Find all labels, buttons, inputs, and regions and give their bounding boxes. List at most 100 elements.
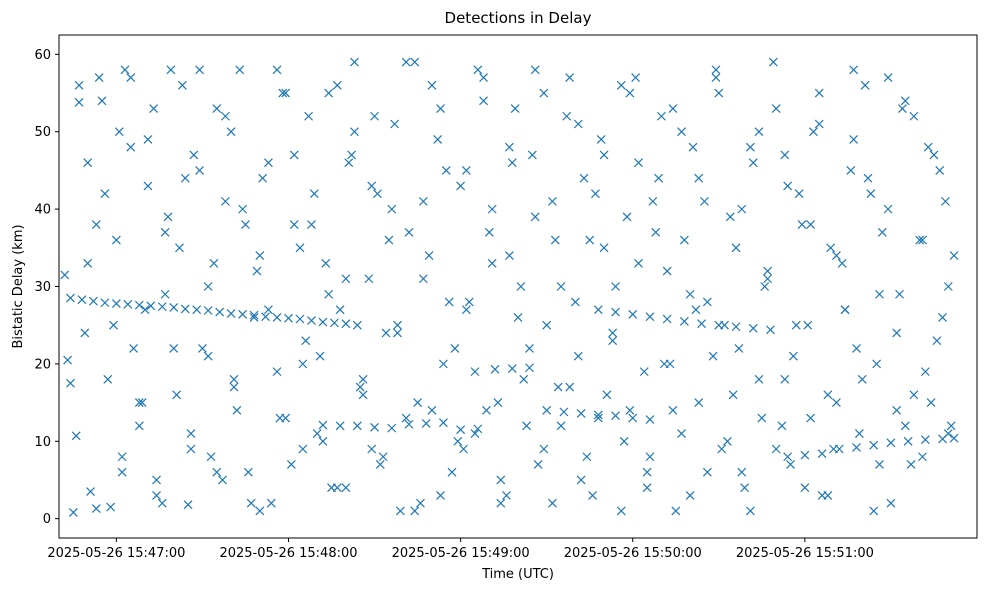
data-point xyxy=(134,398,144,408)
data-point xyxy=(263,158,273,168)
data-point xyxy=(289,150,299,160)
data-point xyxy=(332,483,342,493)
data-point xyxy=(525,363,534,373)
data-point xyxy=(611,307,620,317)
data-point xyxy=(849,65,859,75)
data-point xyxy=(272,313,282,322)
data-point xyxy=(530,65,540,75)
data-point xyxy=(657,111,666,121)
data-point xyxy=(915,235,925,245)
data-point xyxy=(909,390,919,400)
data-point xyxy=(929,150,939,160)
data-point xyxy=(272,65,282,75)
data-point xyxy=(745,142,755,152)
data-point xyxy=(370,422,379,432)
data-point xyxy=(611,411,620,421)
data-point xyxy=(619,436,629,446)
y-axis-title: Bistatic Delay (km) xyxy=(11,224,26,348)
data-point xyxy=(235,65,245,75)
data-point xyxy=(832,398,841,408)
data-point xyxy=(900,96,910,106)
data-point xyxy=(493,398,503,408)
data-point xyxy=(281,413,291,423)
data-point xyxy=(708,351,718,361)
data-point xyxy=(608,336,618,346)
data-point xyxy=(570,297,580,307)
data-point xyxy=(562,111,572,121)
data-point xyxy=(114,127,124,137)
data-point xyxy=(783,452,793,462)
data-point xyxy=(725,212,735,222)
data-point xyxy=(289,220,299,230)
data-point xyxy=(671,506,681,516)
data-point xyxy=(760,282,770,291)
data-point xyxy=(106,502,116,512)
data-point xyxy=(134,300,144,310)
data-point xyxy=(183,500,193,510)
data-point xyxy=(450,343,460,353)
data-point xyxy=(628,309,638,319)
data-point xyxy=(390,119,400,129)
data-point xyxy=(344,158,354,168)
data-point xyxy=(823,491,833,500)
data-point xyxy=(634,158,643,168)
data-point xyxy=(599,150,609,160)
data-point xyxy=(943,429,953,438)
data-point xyxy=(935,165,945,175)
data-point xyxy=(829,444,838,454)
data-point xyxy=(599,243,609,253)
data-point xyxy=(556,282,566,291)
data-point xyxy=(77,295,87,305)
data-point xyxy=(255,506,265,516)
data-point xyxy=(533,460,543,469)
data-point xyxy=(754,374,764,384)
data-point xyxy=(748,323,758,333)
data-point xyxy=(814,88,824,98)
data-point xyxy=(180,304,190,314)
data-point xyxy=(840,305,850,315)
data-point xyxy=(938,313,947,322)
data-point xyxy=(364,274,374,284)
data-point xyxy=(668,104,678,113)
data-point xyxy=(654,173,663,183)
data-point xyxy=(180,173,190,183)
data-point xyxy=(694,173,704,183)
data-point xyxy=(335,421,345,431)
data-point xyxy=(852,443,861,452)
data-point xyxy=(565,73,575,82)
data-point xyxy=(852,343,861,353)
data-point xyxy=(175,243,184,253)
data-point xyxy=(631,73,641,82)
data-point xyxy=(702,297,712,307)
data-point xyxy=(152,491,161,500)
data-point xyxy=(137,398,147,408)
data-point xyxy=(401,413,411,423)
data-point xyxy=(424,251,434,260)
data-point xyxy=(278,88,288,98)
data-point xyxy=(685,491,695,500)
data-point xyxy=(668,405,678,415)
x-tick-label: 2025-05-26 15:49:00 xyxy=(392,546,530,561)
data-point xyxy=(464,297,474,307)
data-point xyxy=(100,189,110,199)
data-point xyxy=(169,343,179,353)
data-point xyxy=(111,299,121,308)
data-point xyxy=(143,181,153,191)
data-point xyxy=(711,65,721,75)
data-point xyxy=(757,413,767,423)
data-point xyxy=(685,289,695,299)
data-point xyxy=(284,313,293,323)
data-point xyxy=(126,142,136,152)
data-point xyxy=(192,305,202,315)
data-point xyxy=(157,498,167,508)
data-point xyxy=(616,80,626,90)
data-point xyxy=(591,189,600,199)
data-point xyxy=(318,420,328,430)
y-tick-label: 20 xyxy=(34,357,51,372)
data-point xyxy=(186,429,196,438)
data-point xyxy=(634,258,643,268)
data-point xyxy=(662,266,672,276)
data-point xyxy=(97,96,107,106)
data-point xyxy=(573,119,583,129)
